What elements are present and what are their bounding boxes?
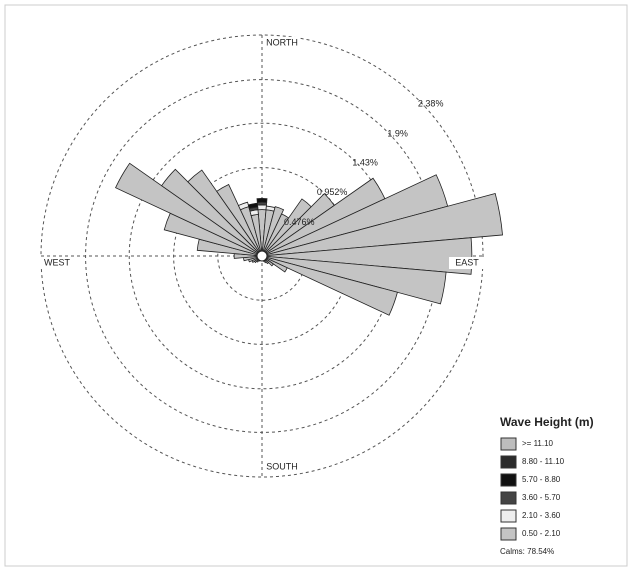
labels: 0.476% 0.952% 1.43% 1.9% 2.38% NORTH EAST SOUTH… [39, 37, 485, 473]
legend: >= 11.10 8.80 - 11.10 5.70 - 8.80 3.60 - 5.… [500, 437, 565, 541]
label-bg [39, 257, 75, 269]
legend-swatch [500, 527, 517, 541]
petal [187, 169, 263, 257]
legend-label: >= 11.10 [522, 439, 554, 448]
legend-title: Wave Height (m) [500, 415, 594, 429]
petal [261, 193, 503, 257]
legend-label: 5.70 - 8.80 [522, 475, 561, 484]
petal [256, 198, 268, 203]
petal [261, 237, 473, 275]
legend-label: 2.10 - 3.60 [522, 511, 561, 520]
label-bg [264, 37, 300, 49]
petal [161, 168, 263, 257]
direction-label: EAST [455, 257, 479, 267]
petal [115, 162, 263, 257]
petal [261, 255, 398, 316]
petal [237, 201, 250, 211]
direction-label: SOUTH [266, 461, 298, 471]
petal [216, 183, 263, 257]
direction-label: WEST [44, 257, 71, 267]
label-bg [449, 257, 485, 269]
direction-label: NORTH [266, 37, 298, 47]
r-tick-label: 1.9% [387, 128, 408, 138]
frame [4, 4, 628, 567]
r-tick-label: 0.476% [284, 217, 315, 227]
label-bg [264, 461, 300, 473]
legend-label: 0.50 - 2.10 [522, 529, 561, 538]
legend-swatch [500, 473, 517, 487]
calms-label: Calms: 78.54% [500, 547, 554, 556]
petals [115, 162, 503, 316]
r-tick-label: 1.43% [352, 158, 378, 168]
calms-circle [256, 250, 268, 262]
legend-label: 8.80 - 11.10 [522, 457, 565, 466]
legend-swatch [500, 437, 517, 451]
petal [247, 202, 259, 209]
legend-swatch [500, 455, 517, 469]
ring [40, 34, 484, 478]
petal [257, 204, 267, 211]
legend-swatch [500, 491, 517, 505]
legend-label: 3.60 - 5.70 [522, 493, 561, 502]
r-tick-label: 0.952% [317, 187, 348, 197]
legend-swatch [500, 509, 517, 523]
r-tick-label: 2.38% [418, 98, 444, 108]
